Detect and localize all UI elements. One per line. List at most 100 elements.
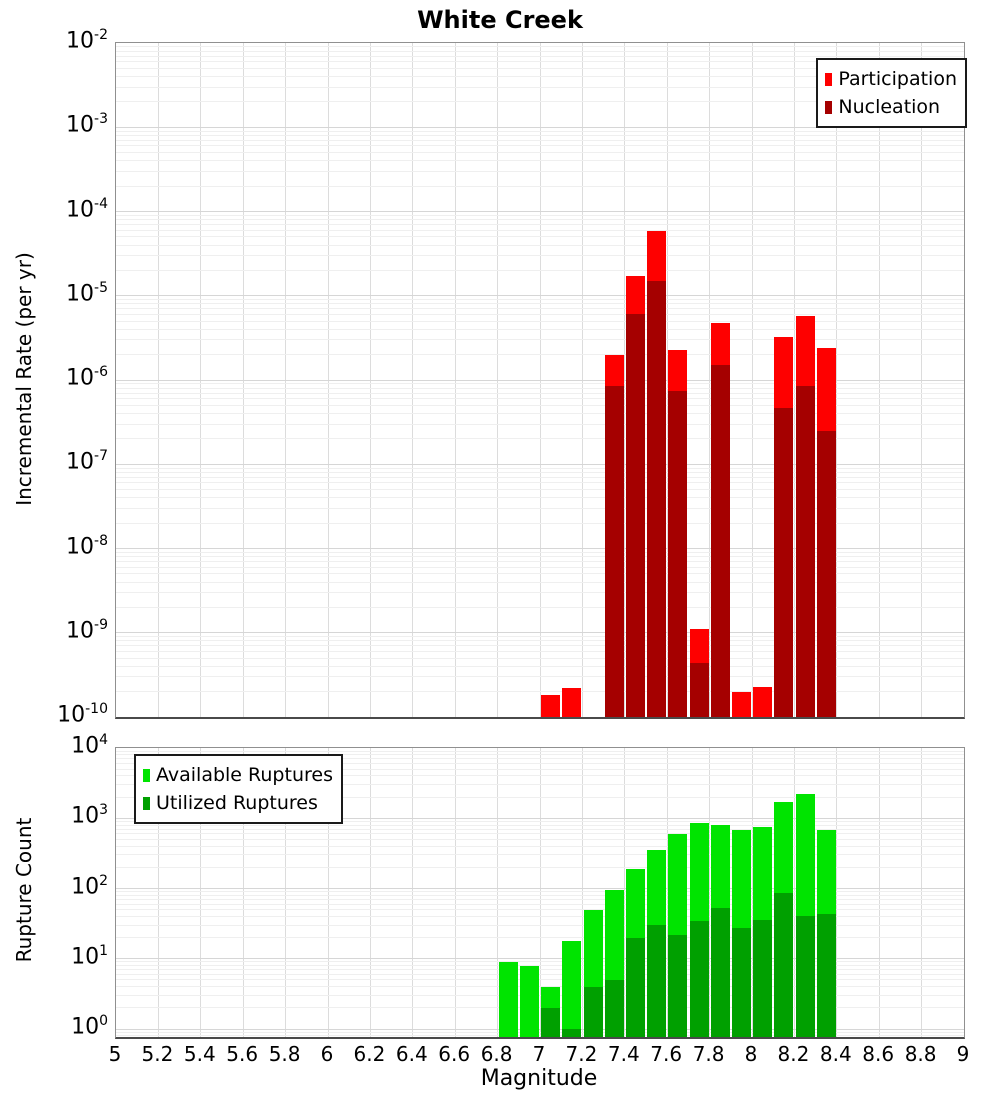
bar-utilized [541, 1007, 561, 1037]
bar-utilized [689, 921, 709, 1037]
bar-nucleation [710, 365, 730, 717]
minor-gridline [116, 691, 964, 693]
minor-gridline [116, 482, 964, 484]
major-gridline [116, 211, 964, 212]
minor-gridline [116, 86, 964, 88]
minor-gridline [116, 170, 964, 172]
vertical-gridline [666, 748, 668, 1037]
minor-gridline [116, 160, 964, 162]
bar-utilized [583, 986, 603, 1037]
major-gridline [116, 548, 964, 549]
vertical-gridline [539, 748, 541, 1037]
x-tick-label: 8 [744, 1042, 758, 1066]
x-tick-label: 6.2 [353, 1042, 386, 1066]
major-gridline [116, 379, 964, 381]
x-tick-label: 7.6 [650, 1042, 683, 1066]
minor-gridline [116, 387, 964, 389]
minor-gridline [116, 909, 964, 911]
minor-gridline [116, 219, 964, 221]
major-gridline [116, 958, 964, 960]
bar-nucleation [604, 385, 624, 717]
minor-gridline [116, 566, 964, 568]
minor-gridline [116, 1007, 964, 1009]
minor-gridline [116, 838, 964, 840]
bar-available [498, 961, 518, 1037]
minor-gridline [116, 754, 964, 756]
legend-label-utilized-ruptures: Utilized Ruptures [156, 792, 318, 814]
major-gridline [116, 632, 964, 634]
legend-item-nucleation: Nucleation [825, 93, 957, 121]
y-tick-label: 103 [71, 802, 108, 829]
minor-gridline [116, 67, 964, 69]
minor-gridline [116, 665, 964, 667]
x-tick-label: 6.4 [395, 1042, 428, 1066]
minor-gridline [116, 784, 964, 786]
legend-item-participation: Participation [825, 65, 957, 93]
minor-gridline [116, 551, 964, 553]
minor-gridline [116, 55, 964, 57]
minor-gridline [116, 383, 964, 385]
minor-gridline [116, 471, 964, 473]
minor-gridline [116, 866, 964, 868]
minor-gridline [116, 556, 964, 558]
legend-item-available-ruptures: Available Ruptures [143, 761, 333, 789]
minor-gridline [116, 303, 964, 305]
bar-nucleation [625, 314, 645, 717]
minor-gridline [116, 979, 964, 981]
minor-gridline [116, 392, 964, 394]
vertical-gridline [327, 748, 329, 1037]
minor-gridline [116, 561, 964, 563]
bar-participation [731, 691, 751, 717]
bar-nucleation [816, 430, 836, 717]
bar-nucleation [795, 385, 815, 717]
x-tick-label: 5.2 [141, 1042, 174, 1066]
bar-utilized [647, 925, 667, 1037]
vertical-gridline [412, 748, 414, 1037]
minor-gridline [116, 139, 964, 141]
minor-gridline [116, 413, 964, 415]
bar-participation [562, 688, 582, 717]
minor-gridline [116, 657, 964, 659]
minor-gridline [116, 891, 964, 893]
y-tick-label: 10-2 [66, 26, 108, 54]
minor-gridline [116, 299, 964, 301]
minor-gridline [116, 796, 964, 798]
minor-gridline [116, 775, 964, 777]
minor-gridline [116, 650, 964, 652]
bar-participation [753, 686, 773, 717]
minor-gridline [116, 101, 964, 103]
y-tick-label: 100 [71, 1012, 108, 1040]
minor-gridline [116, 758, 964, 760]
minor-gridline [116, 467, 964, 469]
minor-gridline [116, 833, 964, 835]
bottom-y-axis-title: Rupture Count [12, 817, 36, 963]
bar-available [562, 940, 582, 1037]
minor-gridline [116, 750, 964, 752]
top-legend: Participation Nucleation [816, 58, 967, 128]
minor-gridline [116, 185, 964, 187]
minor-gridline [116, 824, 964, 826]
minor-gridline [116, 965, 964, 967]
top-plot-area: Participation Nucleation [115, 42, 967, 719]
vertical-gridline [200, 748, 202, 1037]
minor-gridline [116, 404, 964, 406]
vertical-gridline [624, 748, 626, 1037]
minor-gridline [116, 898, 964, 900]
minor-gridline [116, 676, 964, 678]
minor-gridline [116, 76, 964, 78]
minor-gridline [116, 854, 964, 856]
minor-gridline [116, 145, 964, 147]
minor-gridline [116, 645, 964, 647]
minor-gridline [116, 986, 964, 988]
available-ruptures-swatch-icon [143, 768, 150, 782]
minor-gridline [116, 894, 964, 896]
minor-gridline [116, 214, 964, 216]
vertical-gridline [709, 748, 711, 1037]
x-tick-label: 6.6 [438, 1042, 471, 1066]
y-tick-label: 104 [71, 731, 108, 759]
minor-gridline [116, 423, 964, 425]
vertical-gridline [454, 748, 456, 1037]
bar-utilized [562, 1029, 582, 1037]
y-tick-label: 10-8 [66, 532, 108, 559]
vertical-gridline [793, 748, 795, 1037]
